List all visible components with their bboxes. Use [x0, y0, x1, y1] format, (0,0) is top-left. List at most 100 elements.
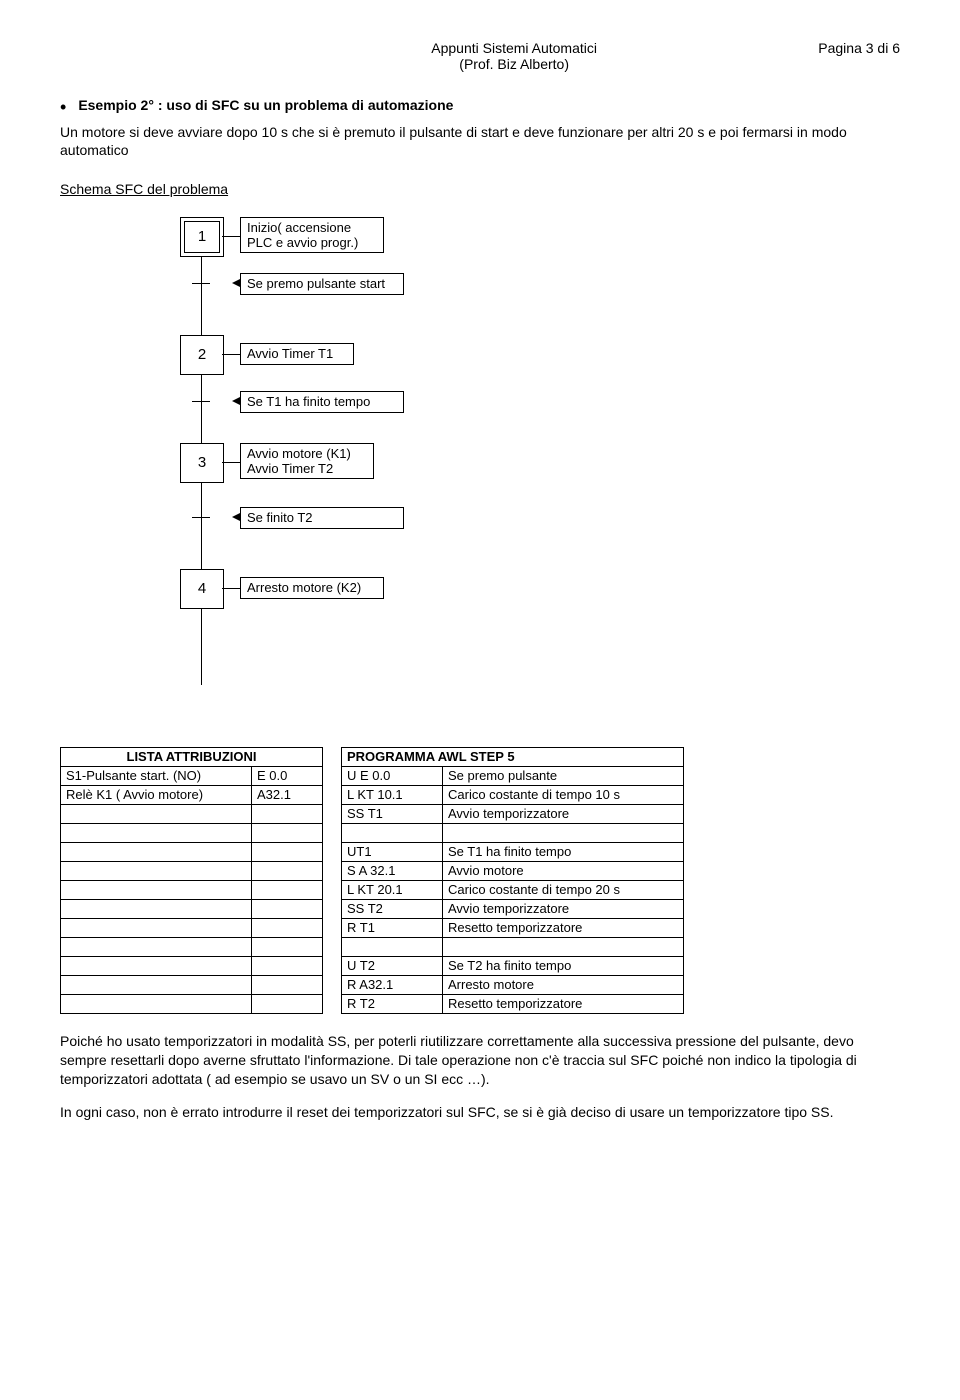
right-cell: S A 32.1 [342, 861, 443, 880]
sfc-step-4: 4 [180, 569, 224, 609]
left-cell [252, 823, 323, 842]
right-cell: Se T1 ha finito tempo [443, 842, 684, 861]
step2-num: 2 [198, 346, 206, 363]
right-cell: U E 0.0 [342, 766, 443, 785]
right-cell: SS T1 [342, 804, 443, 823]
sfc-trans-1: Se premo pulsante start [240, 273, 404, 295]
lista-attribuzioni-table: LISTA ATTRIBUZIONIS1-Pulsante start. (NO… [60, 747, 323, 1014]
t2-tick [192, 401, 210, 402]
left-cell [252, 937, 323, 956]
right-cell [443, 937, 684, 956]
t3-text: Se finito T2 [247, 510, 397, 525]
t3-tick [192, 517, 210, 518]
t2-arrow-icon [232, 397, 240, 405]
right-cell: SS T2 [342, 899, 443, 918]
right-cell: L KT 20.1 [342, 880, 443, 899]
right-cell [443, 823, 684, 842]
right-cell: R A32.1 [342, 975, 443, 994]
right-cell: Resetto temporizzatore [443, 994, 684, 1013]
t1-arrow-icon [232, 279, 240, 287]
right-cell [342, 823, 443, 842]
left-cell [252, 804, 323, 823]
left-table-header: LISTA ATTRIBUZIONI [61, 747, 323, 766]
left-cell [61, 842, 252, 861]
step3-num: 3 [198, 454, 206, 471]
right-cell: U T2 [342, 956, 443, 975]
left-cell [61, 823, 252, 842]
a3-l2: Avvio Timer T2 [247, 461, 367, 476]
sfc-step-2: 2 [180, 335, 224, 375]
intro-heading-row: • Esempio 2° : uso di SFC su un problema… [60, 97, 900, 119]
a2-text: Avvio Timer T1 [247, 346, 347, 361]
sfc-step-3: 3 [180, 443, 224, 483]
left-cell [61, 994, 252, 1013]
left-cell [61, 956, 252, 975]
right-cell: Carico costante di tempo 10 s [443, 785, 684, 804]
sfc-action-1: Inizio( accensione PLC e avvio progr.) [240, 217, 384, 253]
right-cell: Se premo pulsante [443, 766, 684, 785]
sfc-step-1: 1 [180, 217, 224, 257]
sfc-trans-2: Se T1 ha finito tempo [240, 391, 404, 413]
footer-p1: Poiché ho usato temporizzatori in modali… [60, 1032, 900, 1089]
a1-l2: PLC e avvio progr.) [247, 235, 377, 250]
right-cell: UT1 [342, 842, 443, 861]
t1-tick [192, 283, 210, 284]
schema-label: Schema SFC del problema [60, 181, 900, 197]
intro-body: Un motore si deve avviare dopo 10 s che … [60, 123, 900, 159]
left-cell: E 0.0 [252, 766, 323, 785]
right-cell: Resetto temporizzatore [443, 918, 684, 937]
step1-conn [222, 236, 240, 237]
left-cell [252, 918, 323, 937]
t3-arrow-icon [232, 513, 240, 521]
left-cell [252, 975, 323, 994]
left-cell [252, 861, 323, 880]
right-cell: Avvio temporizzatore [443, 899, 684, 918]
a1-l1: Inizio( accensione [247, 220, 377, 235]
step1-num: 1 [198, 228, 206, 245]
left-cell [252, 899, 323, 918]
programma-awl-table: PROGRAMMA AWL STEP 5U E 0.0Se premo puls… [341, 747, 684, 1014]
step2-conn [222, 354, 240, 355]
left-cell [61, 861, 252, 880]
step3-conn [222, 462, 240, 463]
sfc-diagram: 1 Inizio( accensione PLC e avvio progr.)… [140, 217, 620, 717]
left-cell [61, 975, 252, 994]
t1-text: Se premo pulsante start [247, 276, 397, 291]
step4-conn [222, 588, 240, 589]
right-cell: R T2 [342, 994, 443, 1013]
page-header: Appunti Sistemi Automatici (Prof. Biz Al… [60, 40, 900, 72]
tables-wrapper: LISTA ATTRIBUZIONIS1-Pulsante start. (NO… [60, 747, 900, 1014]
right-cell: Se T2 ha finito tempo [443, 956, 684, 975]
right-cell [342, 937, 443, 956]
left-cell [61, 899, 252, 918]
left-cell [61, 937, 252, 956]
header-title: Appunti Sistemi Automatici (Prof. Biz Al… [210, 40, 818, 72]
page-number: Pagina 3 di 6 [818, 40, 900, 72]
left-cell [252, 994, 323, 1013]
left-cell [61, 880, 252, 899]
bullet-icon: • [60, 97, 66, 119]
step4-num: 4 [198, 580, 206, 597]
right-cell: Avvio temporizzatore [443, 804, 684, 823]
left-cell: S1-Pulsante start. (NO) [61, 766, 252, 785]
sfc-action-3: Avvio motore (K1) Avvio Timer T2 [240, 443, 374, 479]
intro-heading: Esempio 2° : uso di SFC su un problema d… [78, 97, 453, 113]
a3-l1: Avvio motore (K1) [247, 446, 367, 461]
right-cell: Arresto motore [443, 975, 684, 994]
sfc-action-4: Arresto motore (K2) [240, 577, 384, 599]
right-cell: Carico costante di tempo 20 s [443, 880, 684, 899]
left-cell [61, 918, 252, 937]
left-cell [252, 842, 323, 861]
left-cell: A32.1 [252, 785, 323, 804]
left-cell [252, 956, 323, 975]
right-table-header: PROGRAMMA AWL STEP 5 [342, 747, 684, 766]
left-cell: Relè K1 ( Avvio motore) [61, 785, 252, 804]
right-cell: R T1 [342, 918, 443, 937]
right-cell: Avvio motore [443, 861, 684, 880]
sfc-action-2: Avvio Timer T1 [240, 343, 354, 365]
left-cell [252, 880, 323, 899]
title-line2: (Prof. Biz Alberto) [210, 56, 818, 72]
right-cell: L KT 10.1 [342, 785, 443, 804]
t2-text: Se T1 ha finito tempo [247, 394, 397, 409]
a4-text: Arresto motore (K2) [247, 580, 377, 595]
